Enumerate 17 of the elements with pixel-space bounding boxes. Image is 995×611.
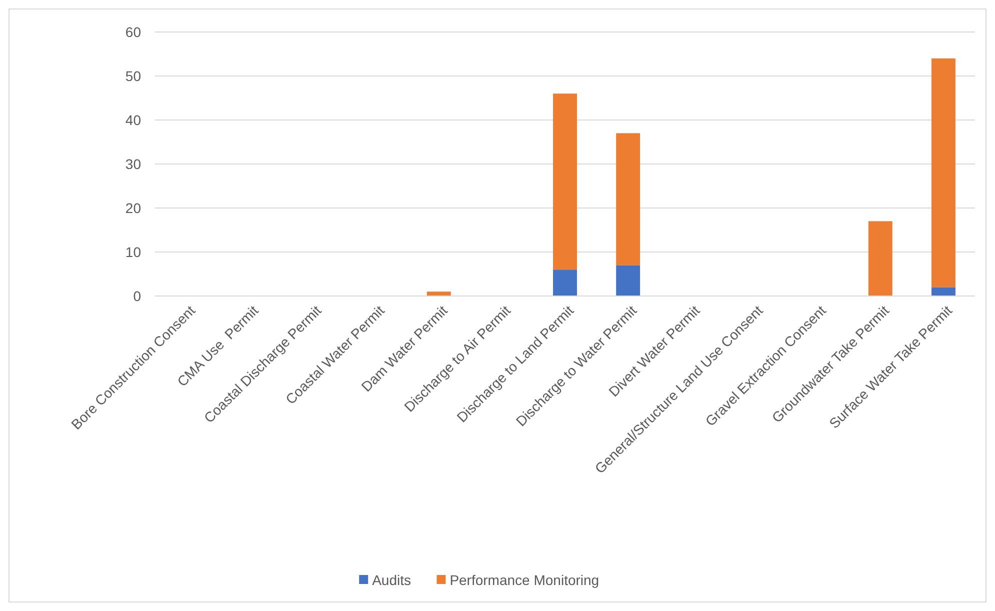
bar	[868, 221, 892, 296]
bar	[553, 270, 577, 296]
y-tick-label: 0	[133, 288, 142, 304]
bar	[426, 292, 451, 296]
legend-label: Audits	[372, 572, 412, 588]
y-tick-label: 10	[125, 244, 142, 260]
y-tick-label: 20	[125, 200, 142, 216]
y-tick-label: 50	[125, 68, 142, 84]
y-tick-label: 40	[125, 112, 142, 128]
bar	[931, 58, 956, 288]
bar	[553, 94, 577, 270]
legend-label: Performance Monitoring	[450, 572, 600, 588]
y-tick-label: 60	[125, 24, 142, 40]
bar	[616, 265, 640, 296]
bar	[931, 287, 956, 296]
y-tick-label: 30	[125, 156, 142, 172]
bar	[616, 133, 640, 266]
